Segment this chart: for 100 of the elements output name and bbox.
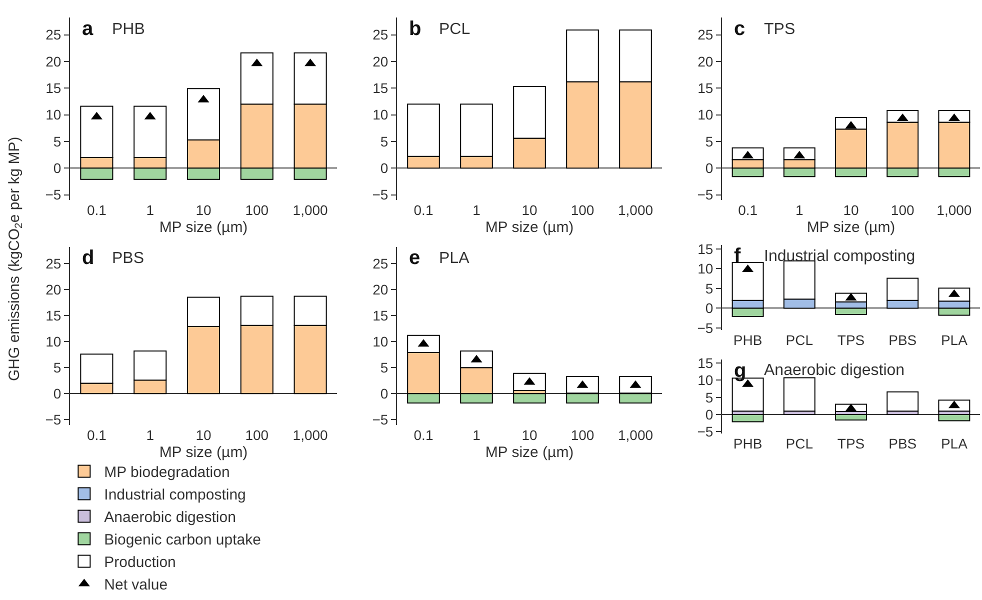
x-tick-label: 1,000 [292, 202, 328, 218]
chart-title: PLA [439, 250, 470, 267]
y-tick-label: 15 [372, 80, 388, 96]
y-tick-label: 0 [705, 300, 714, 316]
chart-title: PHB [112, 21, 145, 38]
y-tick-label: 0 [705, 160, 714, 176]
y-tick-label: 0 [380, 386, 388, 402]
y-tick-label: 10 [698, 106, 714, 123]
legend-label: MP biodegradation [104, 464, 230, 482]
x-tick-label: 1 [146, 426, 154, 443]
x-tick-label: 10 [196, 202, 212, 218]
y-tick-label: 10 [698, 372, 714, 388]
x-tick-label: 1,000 [936, 202, 972, 218]
y-tick-label: 15 [46, 80, 62, 96]
x-tick-label: PHB [733, 435, 762, 452]
x-tick-label: 100 [245, 426, 269, 443]
legend-label: Biogenic carbon uptake [104, 532, 261, 549]
x-tick-label: PLA [940, 332, 968, 348]
annotation: g [734, 360, 746, 382]
x-tick-label: 10 [522, 426, 538, 443]
x-tick-label: 10 [522, 202, 538, 218]
x-tick-label: 1 [146, 202, 154, 218]
x-tick-label: PHB [733, 332, 762, 348]
annotation: b [409, 18, 422, 40]
y-tick-label: 15 [698, 80, 714, 96]
annotation: f [734, 245, 741, 267]
y-tick-label: 25 [372, 255, 388, 272]
y-tick-label: 25 [46, 26, 62, 43]
x-axis-title: MP size (µm) [159, 444, 248, 461]
y-tick-label: 25 [372, 26, 388, 43]
annotation: e [409, 247, 420, 269]
y-tick-label: 25 [698, 26, 714, 43]
y-tick-label: 5 [705, 280, 714, 296]
x-axis-title: MP size (µm) [159, 219, 248, 236]
bar [835, 414, 867, 421]
y-tick-label: 10 [698, 260, 714, 277]
y-tick-label: 5 [53, 133, 62, 150]
x-tick-label: 0.1 [414, 426, 434, 443]
x-tick-label: 0.1 [738, 202, 758, 218]
x-tick-label: 1,000 [618, 426, 654, 443]
y-tick-label: 20 [698, 53, 714, 70]
x-tick-label: 10 [196, 426, 212, 443]
x-tick-label: 1 [796, 202, 804, 218]
legend-label: Production [104, 554, 176, 572]
x-tick-label: PCL [786, 435, 814, 452]
text: Industrial composting [104, 486, 246, 504]
y-tick-label: −5 [372, 412, 388, 428]
x-tick-label: PCL [786, 332, 814, 348]
chart-title: TPS [764, 21, 796, 38]
chart-title: Industrial composting [764, 248, 916, 265]
annotation: a [82, 18, 94, 40]
x-tick-label: 1,000 [618, 202, 654, 218]
y-tick-label: 5 [380, 360, 388, 376]
y-tick-label: 5 [380, 133, 388, 150]
x-tick-label: TPS [837, 435, 865, 452]
y-tick-label: 0 [53, 160, 62, 176]
x-tick-label: 100 [570, 426, 594, 443]
y-tick-label: 20 [372, 53, 388, 70]
y-tick-label: 5 [705, 133, 714, 150]
x-tick-label: TPS [837, 332, 865, 348]
y-tick-label: 15 [372, 307, 388, 324]
annotation: c [734, 18, 746, 40]
y-tick-label: −5 [697, 424, 714, 440]
y-tick-label: 25 [46, 255, 62, 272]
x-tick-label: 10 [843, 202, 859, 218]
x-axis-title: MP size (µm) [806, 219, 896, 236]
text: Anaerobic digestion [104, 509, 236, 526]
y-tick-label: 0 [705, 406, 714, 422]
y-tick-label: 20 [46, 281, 62, 298]
chart-title: Anaerobic digestion [764, 362, 905, 379]
y-tick-label: 5 [53, 360, 62, 376]
x-axis-title: MP size (µm) [485, 219, 574, 236]
bar [513, 393, 546, 404]
y-tick-label: −5 [45, 412, 62, 428]
y-tick-label: −5 [697, 320, 714, 336]
y-tick-label: −5 [45, 186, 62, 203]
y-tick-label: 5 [705, 389, 714, 406]
y-tick-label: 10 [372, 106, 388, 123]
x-tick-label: 100 [245, 202, 269, 218]
bar [513, 372, 546, 392]
bar [783, 377, 816, 412]
x-tick-label: 1 [472, 202, 481, 218]
y-tick-label: −5 [372, 186, 388, 203]
y-tick-label: 10 [46, 106, 62, 123]
y-tick-label: 15 [698, 240, 714, 257]
y-tick-label: 15 [46, 307, 62, 324]
x-tick-label: 1 [472, 426, 481, 443]
chart-title: PCL [439, 21, 470, 38]
x-tick-label: PLA [940, 435, 968, 452]
chart-title: PBS [112, 250, 144, 267]
x-tick-label: 0.1 [414, 202, 434, 218]
x-axis-title: MP size (µm) [485, 444, 574, 461]
y-tick-label: 15 [698, 354, 714, 371]
x-tick-label: 100 [890, 202, 914, 218]
x-tick-label: 1,000 [292, 426, 328, 443]
x-tick-label: PBS [888, 332, 917, 348]
y-tick-label: −5 [697, 186, 714, 203]
annotation: d [82, 247, 94, 269]
x-tick-label: PBS [888, 435, 917, 452]
y-tick-label: 20 [46, 53, 62, 70]
